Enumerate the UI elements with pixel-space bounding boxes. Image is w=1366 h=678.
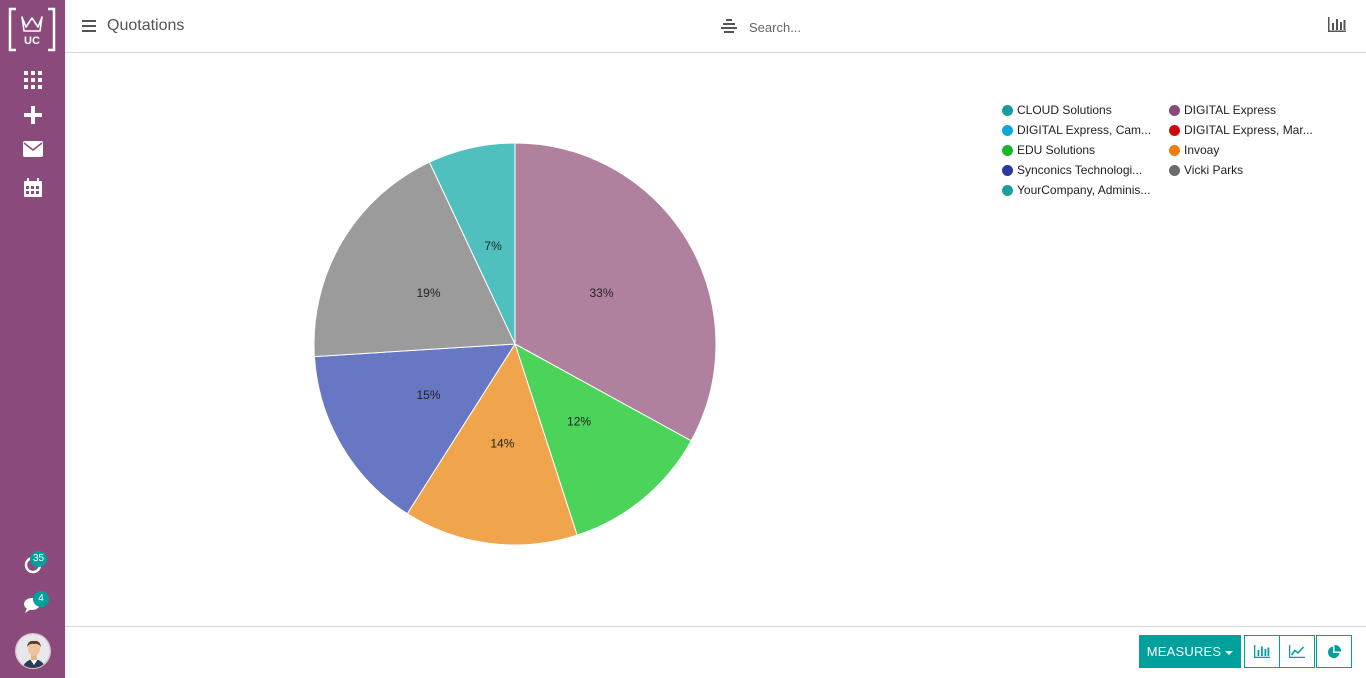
legend-label: DIGITAL Express — [1184, 103, 1277, 117]
legend-color-dot — [1169, 144, 1180, 156]
pie-slice-label: 12% — [567, 414, 591, 428]
search-input[interactable] — [749, 19, 999, 35]
legend-label: YourCompany, Adminis... — [1017, 183, 1151, 197]
pie-chart-mode-button[interactable] — [1316, 635, 1352, 668]
legend-color-dot — [1002, 144, 1013, 156]
legend-item[interactable]: Vicki Parks — [1169, 160, 1243, 180]
legend-color-dot — [1169, 104, 1180, 116]
legend-label: Invoay — [1184, 143, 1220, 157]
legend-label: Vicki Parks — [1184, 163, 1244, 177]
pie-slice[interactable] — [313, 343, 516, 515]
pie-slice-label: 7% — [484, 239, 502, 253]
legend-label: DIGITAL Express, Mar... — [1184, 123, 1313, 137]
legend-item[interactable]: DIGITAL Express — [1169, 100, 1276, 120]
filter-options-icon[interactable] — [721, 19, 739, 35]
search-bar — [721, 16, 1021, 38]
legend-color-dot — [1002, 184, 1013, 196]
line-chart-mode-button[interactable] — [1279, 635, 1315, 668]
chat-count-badge: 4 — [33, 591, 49, 607]
bottom-toolbar: MEASURES — [65, 626, 1366, 678]
graph-view: 33% 12% 14% 15% 19% 7% CLOUD Solutions DIGITAL… — [65, 53, 1366, 626]
legend-label: EDU Solutions — [1017, 143, 1096, 157]
legend-color-dot — [1169, 124, 1180, 136]
pie-slice-label: 15% — [416, 388, 440, 402]
page-title: Quotations — [107, 17, 185, 34]
sidebar: UC 35 4 — [0, 0, 65, 678]
pie-slice[interactable] — [514, 142, 717, 442]
legend-item[interactable]: DIGITAL Express, Cam... — [1002, 120, 1151, 140]
activity-clock-icon[interactable]: 35 — [17, 551, 49, 579]
measures-dropdown-button[interactable]: MEASURES — [1139, 635, 1241, 668]
bar-chart-mode-button[interactable] — [1244, 635, 1280, 668]
app-logo[interactable]: UC — [8, 7, 56, 52]
legend-item[interactable]: Synconics Technologi... — [1002, 160, 1142, 180]
legend-label: Synconics Technologi... — [1017, 163, 1143, 177]
pie-slice[interactable] — [428, 142, 516, 345]
pie-slice-label: 19% — [416, 286, 440, 300]
line-chart-icon — [1289, 645, 1305, 658]
pie-slice-label: 14% — [490, 437, 514, 451]
legend-color-dot — [1002, 164, 1013, 176]
plus-icon[interactable] — [17, 101, 49, 129]
legend-color-dot — [1002, 104, 1013, 116]
legend-item[interactable]: DIGITAL Express, Mar... — [1169, 120, 1313, 140]
pie-chart: 33% 12% 14% 15% 19% 7% — [313, 142, 717, 546]
pie-slice[interactable] — [514, 342, 692, 536]
logo-text: UC — [24, 35, 40, 47]
legend-label: DIGITAL Express, Cam... — [1017, 123, 1152, 137]
control-panel: Quotations — [65, 0, 1366, 53]
legend-label: CLOUD Solutions — [1017, 103, 1112, 117]
pie-slice-label: 33% — [589, 286, 613, 300]
legend-item[interactable]: EDU Solutions — [1002, 140, 1095, 160]
pie-chart-icon — [1327, 644, 1341, 658]
hamburger-menu-icon[interactable] — [82, 19, 98, 35]
activity-count-badge: 35 — [30, 551, 48, 567]
pie-slice[interactable] — [406, 342, 578, 546]
caret-down-icon — [1225, 650, 1234, 655]
legend-item[interactable]: CLOUD Solutions — [1002, 100, 1112, 120]
bar-chart-icon — [1254, 645, 1270, 658]
legend-color-dot — [1169, 164, 1180, 176]
user-avatar[interactable] — [15, 633, 51, 669]
legend-item[interactable]: Invoay — [1169, 140, 1219, 160]
legend-color-dot — [1002, 124, 1013, 136]
calendar-icon[interactable] — [17, 173, 49, 201]
chat-icon[interactable]: 4 — [17, 591, 49, 619]
measures-label: MEASURES — [1146, 644, 1222, 659]
legend-item[interactable]: YourCompany, Adminis... — [1002, 180, 1150, 200]
apps-grid-icon[interactable] — [17, 66, 49, 94]
graph-view-icon[interactable] — [1328, 17, 1348, 35]
envelope-icon[interactable] — [17, 135, 49, 163]
pie-slice[interactable] — [313, 161, 516, 358]
